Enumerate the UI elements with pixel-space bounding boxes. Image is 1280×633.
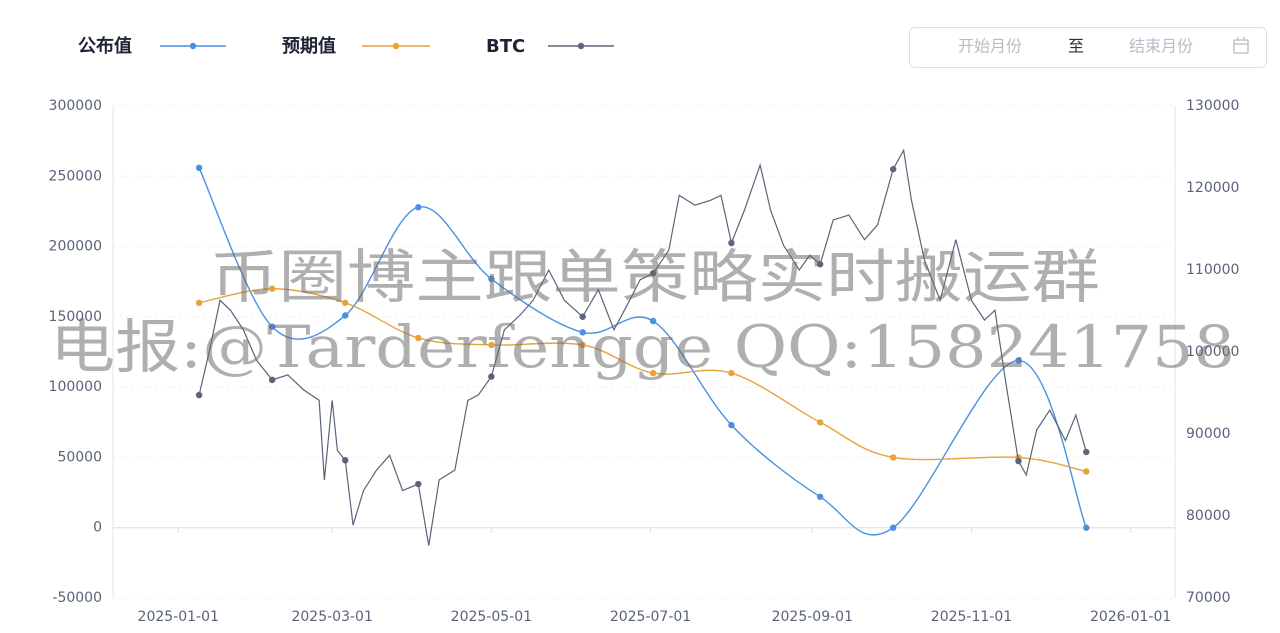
- y-tick-label: 100000: [49, 379, 102, 395]
- series-line: [198, 167, 1087, 536]
- point: [342, 312, 349, 319]
- y2-tick-label: 90000: [1186, 426, 1231, 442]
- y-tick-label: 50000: [57, 449, 102, 465]
- legend-marker: [189, 42, 197, 50]
- x-tick-label: 2026-01-01: [1090, 609, 1171, 625]
- point: [649, 317, 657, 325]
- y2-tick-label: 100000: [1186, 344, 1239, 360]
- y-tick-label: 0: [93, 520, 102, 536]
- point: [816, 419, 824, 426]
- legend-label: 预期值: [282, 35, 336, 57]
- y2-tick-label: 130000: [1186, 98, 1239, 114]
- point: [816, 493, 824, 500]
- point: [415, 204, 422, 211]
- y2-tick-label: 110000: [1186, 262, 1239, 278]
- date-picker[interactable]: [909, 27, 1267, 68]
- point: [415, 480, 422, 488]
- point: [889, 524, 897, 531]
- point: [195, 391, 203, 399]
- point: [488, 275, 495, 283]
- point: [579, 329, 586, 336]
- point: [195, 299, 203, 306]
- point: [195, 164, 203, 172]
- point: [728, 369, 735, 377]
- x-tick-label: 2025-05-01: [451, 609, 532, 625]
- legend-marker: [392, 42, 400, 50]
- y2-tick-label: 120000: [1186, 180, 1239, 196]
- range-separator: 至: [1068, 37, 1084, 56]
- y2-tick-label: 70000: [1186, 590, 1231, 606]
- point: [1083, 448, 1090, 456]
- point: [268, 323, 276, 330]
- y-tick-label: 300000: [49, 98, 102, 114]
- calendar-icon[interactable]: [1233, 37, 1249, 54]
- end-month[interactable]: 结束月份: [1129, 37, 1193, 56]
- point: [1015, 457, 1022, 465]
- y2-tick-label: 80000: [1186, 508, 1231, 524]
- legend-label: 公布值: [78, 35, 132, 57]
- point: [268, 285, 276, 292]
- point: [415, 334, 422, 342]
- point: [1015, 357, 1022, 364]
- point: [579, 341, 586, 349]
- x-tick-label: 2025-03-01: [291, 609, 372, 625]
- point: [649, 270, 657, 277]
- y-tick-label: 150000: [49, 309, 102, 325]
- point: [342, 457, 349, 464]
- point: [488, 373, 495, 380]
- series-line: [198, 148, 1087, 546]
- watermark: 电报:@Tarderfengge QQ:158241758: [50, 313, 1235, 381]
- point: [649, 369, 657, 377]
- x-tick-label: 2025-09-01: [772, 609, 853, 625]
- point: [728, 239, 735, 247]
- x-tick-label: 2025-01-01: [138, 609, 219, 625]
- y-tick-label: 250000: [49, 168, 102, 184]
- point: [268, 376, 276, 384]
- y-tick-label: 200000: [49, 239, 102, 255]
- point: [1083, 468, 1090, 475]
- x-tick-label: 2025-11-01: [931, 609, 1012, 625]
- point: [579, 313, 586, 320]
- point: [728, 421, 735, 429]
- point: [342, 299, 349, 306]
- legend-label: BTC: [486, 36, 525, 57]
- watermark: 币圈博主跟单策略实时搬运群: [210, 243, 1100, 311]
- legend-marker: [577, 42, 585, 50]
- point: [889, 165, 897, 173]
- point: [816, 261, 824, 268]
- start-month[interactable]: 开始月份: [958, 37, 1022, 56]
- point: [488, 341, 495, 349]
- y-tick-label: -50000: [52, 590, 102, 606]
- point: [1083, 524, 1090, 531]
- x-tick-label: 2025-07-01: [610, 609, 691, 625]
- point: [889, 454, 897, 461]
